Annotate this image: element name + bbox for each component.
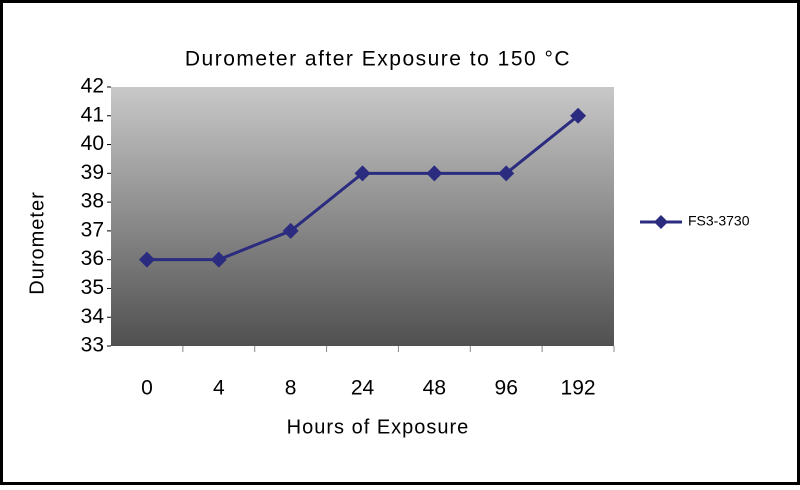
x-tick-label: 48 — [423, 377, 446, 400]
marker — [354, 165, 371, 182]
legend-marker — [654, 215, 668, 229]
x-tick-label: 24 — [351, 377, 375, 400]
y-tick-label: 35 — [81, 276, 104, 299]
marker — [498, 165, 515, 182]
plot-area — [111, 87, 614, 346]
marker — [210, 251, 227, 268]
marker — [426, 165, 443, 182]
x-tick-label: 8 — [285, 377, 297, 400]
marker — [282, 222, 299, 239]
y-tick-label: 40 — [81, 132, 104, 155]
y-tick-label: 33 — [81, 334, 104, 357]
y-tick-label: 41 — [81, 103, 104, 126]
y-tick-label: 34 — [81, 305, 105, 328]
y-tick-label: 39 — [81, 161, 104, 184]
chart-title: Durometer after Exposure to 150 °C — [185, 48, 571, 71]
x-tick-label: 192 — [561, 377, 596, 400]
y-tick-label: 38 — [81, 190, 104, 213]
x-tick-label: 96 — [495, 377, 518, 400]
y-tick-label: 42 — [81, 75, 104, 98]
marker — [570, 107, 587, 124]
x-axis-label: Hours of Exposure — [287, 416, 470, 438]
y-axis-label: Durometer — [26, 191, 48, 294]
y-tick-label: 36 — [81, 247, 104, 270]
x-tick-label: 4 — [213, 377, 225, 400]
x-tick-label: 0 — [141, 377, 153, 400]
marker — [138, 251, 155, 268]
y-tick-label: 37 — [81, 218, 104, 241]
legend-label: FS3-3730 — [688, 213, 750, 229]
